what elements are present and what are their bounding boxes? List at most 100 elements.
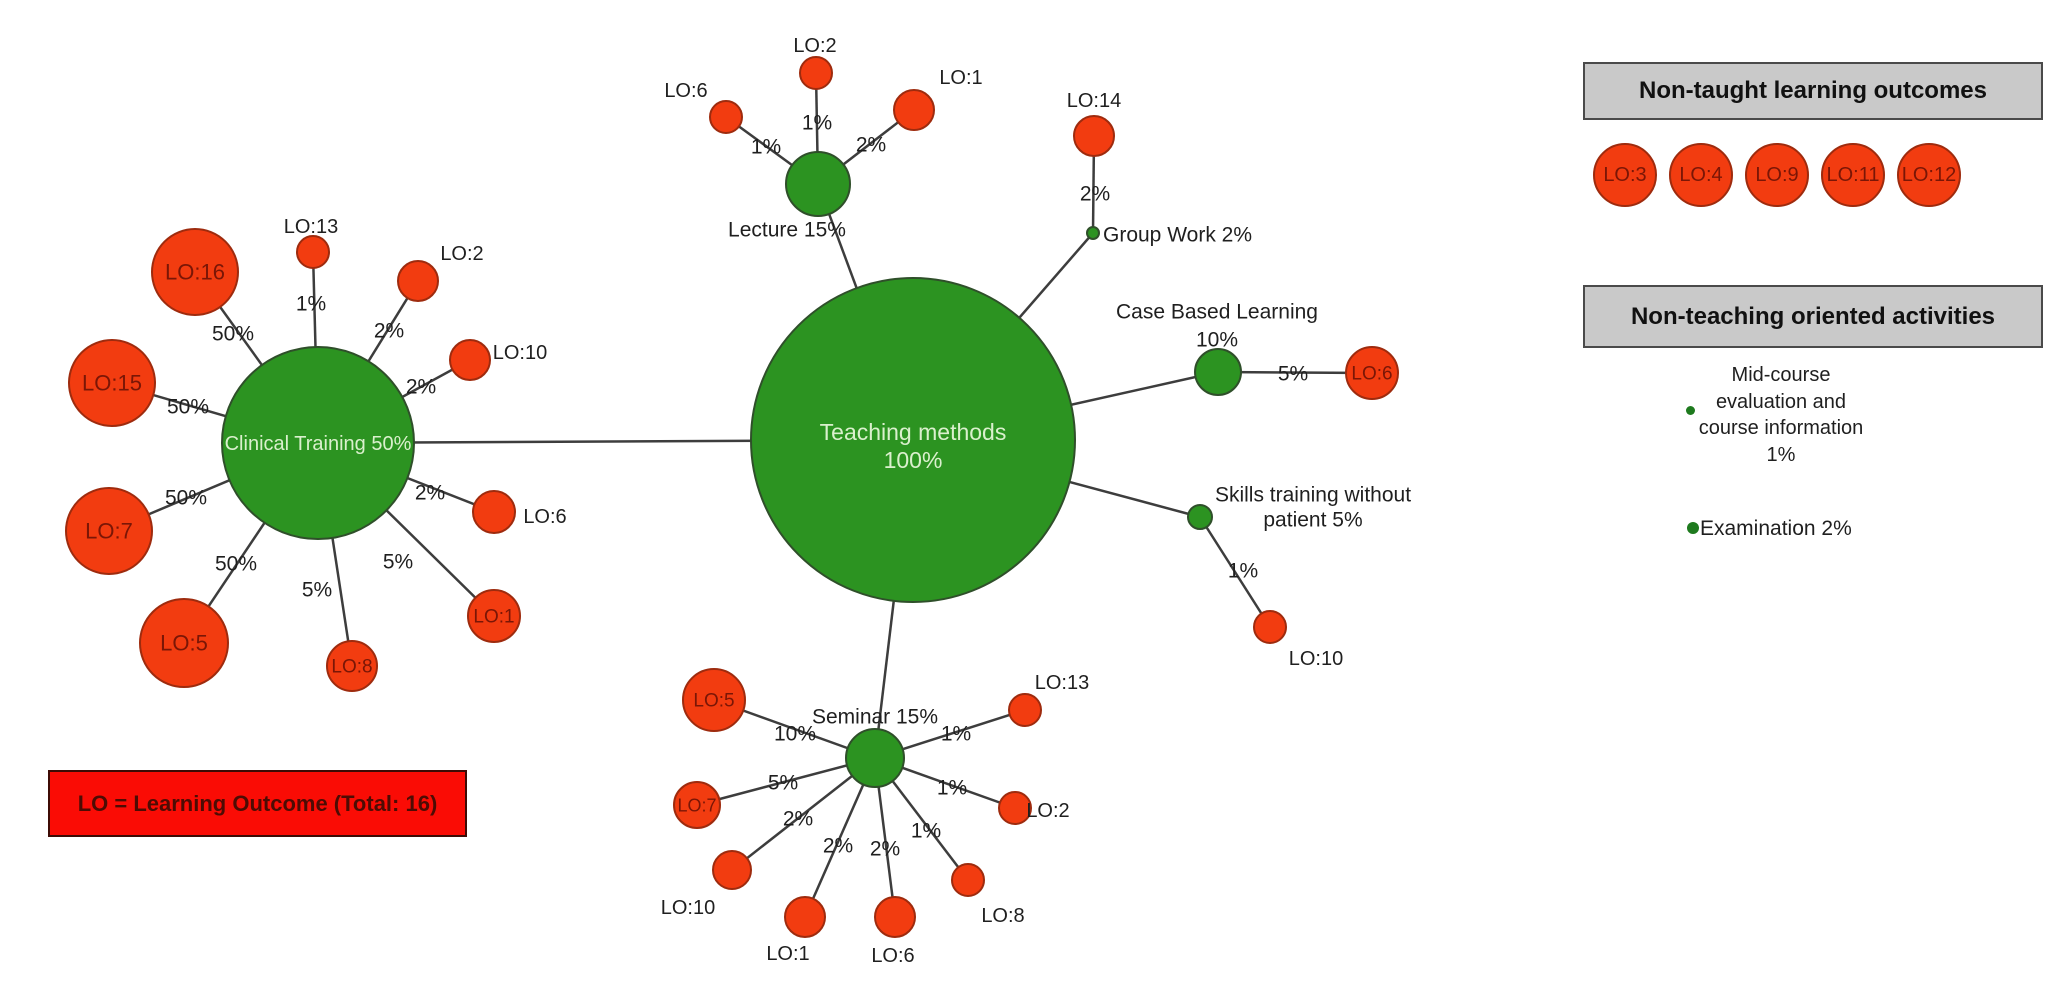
node-clinical-training (221, 346, 415, 540)
non-taught-outcomes-row: LO:3 LO:4 LO:9 LO:11 LO:12 (1593, 143, 1961, 207)
non-teaching-activities-header: Non-teaching oriented activities (1583, 285, 2043, 348)
node-lecture--lo1-label: LO:1 (939, 67, 982, 89)
edge-label-clinical-training--lo6: 2% (415, 481, 445, 504)
edge-label-seminar--lo5: 10% (774, 722, 816, 745)
outcome-circle-label: LO:12 (1901, 163, 1957, 186)
node-seminar--lo6-label: LO:6 (871, 945, 914, 967)
node-clinical-training--lo16 (151, 228, 239, 316)
node-seminar--lo13-label: LO:13 (1035, 672, 1089, 694)
edge-label-seminar--lo10: 2% (783, 807, 813, 830)
node-clinical-training--lo7-label: LO:7 (85, 519, 133, 544)
node-skills-training-without-patient--lo10-label: LO:10 (1289, 648, 1343, 670)
edge-label-seminar--lo6: 2% (870, 837, 900, 860)
node-seminar--lo6 (874, 896, 916, 938)
node-clinical-training--lo15-label: LO:15 (82, 371, 142, 396)
examination-node-dot (1687, 522, 1699, 534)
mid-course-line-3: course information (1698, 417, 1864, 439)
node-seminar--lo7-label: LO:7 (677, 795, 716, 815)
edge-label-skills-training-without-patient--lo10: 1% (1228, 559, 1258, 582)
node-seminar--lo13 (1008, 693, 1042, 727)
non-taught-outcomes-header: Non-taught learning outcomes (1583, 62, 2043, 120)
edge-label-group-work--lo14: 2% (1080, 182, 1110, 205)
edge-label-clinical-training--lo2: 2% (374, 319, 404, 342)
edge-label-clinical-training--lo7: 50% (165, 486, 207, 509)
node-clinical-training--lo16-label: LO:16 (165, 260, 225, 285)
node-case-based-learning--lo6-label: LO:6 (1351, 364, 1392, 385)
node-case-based-learning-label-2: 10% (1196, 328, 1238, 351)
edge-label-clinical-training--lo8: 5% (302, 578, 332, 601)
node-clinical-training--lo8-label: LO:8 (331, 657, 372, 678)
node-clinical-training--lo5-label: LO:5 (160, 631, 208, 656)
node-clinical-training--lo6 (472, 490, 516, 534)
node-group-work-label-1: Group Work 2% (1103, 223, 1252, 246)
edge-label-lecture--lo2: 1% (802, 111, 832, 134)
outcome-circle-label: LO:4 (1679, 163, 1723, 186)
node-seminar--lo10-label: LO:10 (661, 897, 715, 919)
node-clinical-training--lo13 (296, 235, 330, 269)
node-clinical-training--lo8 (326, 640, 378, 692)
edge-label-case-based-learning--lo6: 5% (1278, 362, 1308, 385)
node-clinical-training--lo13-label: LO:13 (284, 216, 338, 238)
lo-abbreviation-note-text: LO = Learning Outcome (Total: 16) (77, 790, 438, 816)
node-seminar--lo2-label: LO:2 (1026, 800, 1069, 822)
edge-label-lecture--lo6: 1% (751, 135, 781, 158)
node-case-based-learning (1194, 348, 1242, 396)
edge-skills-training-without-patient--lo10 (1198, 516, 1272, 628)
examination-activity-label: Examination 2% (1700, 517, 1852, 540)
node-clinical-training--lo10 (449, 339, 491, 381)
edge-label-seminar--lo13: 1% (941, 722, 971, 745)
node-lecture-label-1: Lecture 15% (728, 218, 846, 241)
node-clinical-training--lo5 (139, 598, 229, 688)
node-clinical-training--lo1-label: LO:1 (473, 607, 514, 628)
node-seminar--lo8-label: LO:8 (981, 905, 1024, 927)
node-group-work--lo14-label: LO:14 (1067, 90, 1121, 112)
non-taught-outcome-lo11: LO:11 (1821, 143, 1885, 207)
node-clinical-training--lo7 (65, 487, 153, 575)
node-clinical-training--lo6-label: LO:6 (523, 506, 566, 528)
node-lecture--lo6 (709, 100, 743, 134)
node-seminar--lo10 (712, 850, 752, 890)
node-teaching-methods (750, 277, 1076, 603)
node-lecture--lo2-label: LO:2 (793, 35, 836, 57)
edge-label-seminar--lo2: 1% (937, 776, 967, 799)
non-taught-outcome-lo3: LO:3 (1593, 143, 1657, 207)
mid-course-line-4: 1% (1766, 443, 1796, 466)
node-teaching-methods-label-2: 100% (884, 447, 943, 473)
edge-label-clinical-training--lo5: 50% (215, 552, 257, 575)
node-teaching-methods-label-1: Teaching methods (820, 419, 1007, 445)
node-lecture (785, 151, 851, 217)
edge-label-seminar--lo8: 1% (911, 819, 941, 842)
non-teaching-activities-title: Non-teaching oriented activities (1630, 302, 1996, 330)
node-case-based-learning-label-1: Case Based Learning (1116, 300, 1318, 323)
node-seminar--lo1 (784, 896, 826, 938)
mid-course-activity-label: Mid-course evaluation and course informa… (1661, 362, 1901, 468)
node-seminar--lo5 (682, 668, 746, 732)
mid-course-node-dot (1686, 406, 1695, 415)
node-clinical-training--lo10-label: LO:10 (493, 342, 547, 364)
edge-seminar--lo7 (696, 756, 876, 807)
outcome-circle-label: LO:11 (1826, 163, 1880, 186)
node-clinical-training--lo1 (467, 589, 521, 643)
outcome-circle-label: LO:3 (1603, 163, 1647, 186)
non-taught-outcomes-title: Non-taught learning outcomes (1639, 77, 1987, 104)
node-seminar--lo1-label: LO:1 (766, 943, 809, 965)
edge-label-clinical-training--lo10: 2% (406, 375, 436, 398)
node-skills-training-without-patient--lo10 (1253, 610, 1287, 644)
node-seminar-label-1: Seminar 15% (812, 705, 938, 728)
edge-label-seminar--lo7: 5% (768, 771, 798, 794)
node-case-based-learning--lo6 (1345, 346, 1399, 400)
node-clinical-training--lo2-label: LO:2 (440, 243, 483, 265)
outcome-circle-label: LO:9 (1755, 163, 1799, 186)
lo-abbreviation-note-box: LO = Learning Outcome (Total: 16) (48, 770, 467, 837)
node-seminar (845, 728, 905, 788)
edge-label-clinical-training--lo1: 5% (383, 550, 413, 573)
node-group-work (1086, 226, 1100, 240)
node-lecture--lo2 (799, 56, 833, 90)
node-lecture--lo6-label: LO:6 (664, 80, 707, 102)
node-clinical-training--lo15 (68, 339, 156, 427)
edge-label-clinical-training--lo15: 50% (167, 395, 209, 418)
non-taught-outcome-lo9: LO:9 (1745, 143, 1809, 207)
mid-course-line-1: Mid-course (1731, 364, 1831, 386)
edge-seminar--lo10 (731, 757, 876, 871)
